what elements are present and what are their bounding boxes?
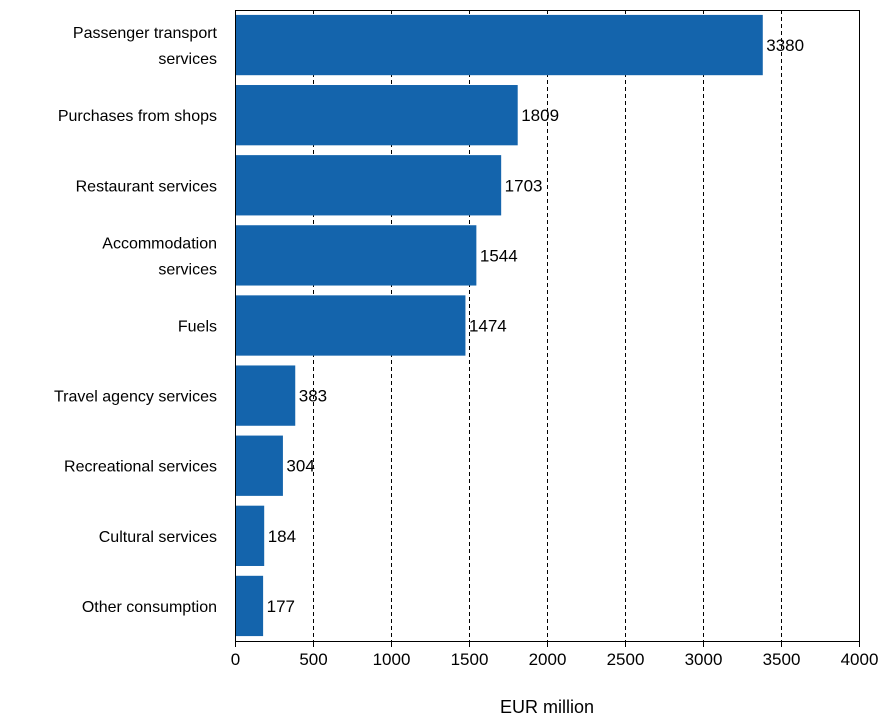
- category-label-line: services: [158, 261, 217, 278]
- bar: [235, 295, 466, 356]
- x-tick-label: 2000: [529, 650, 567, 669]
- category-label-line: Fuels: [178, 319, 217, 336]
- category-label: Accommodation services: [102, 235, 217, 278]
- category-labels: Passenger transport services Purchases fro…: [54, 25, 218, 616]
- value-labels: 3380 1809 1703 1544 1474 383 304 184 177: [267, 36, 804, 616]
- plot-frame: [235, 10, 860, 642]
- bar: [235, 225, 477, 286]
- value-label: 383: [299, 387, 327, 406]
- x-tick-label: 0: [231, 650, 240, 669]
- x-tick-label: 4000: [841, 650, 879, 669]
- value-label: 1809: [521, 106, 559, 125]
- category-label-line: Travel agency services: [54, 389, 217, 406]
- bar: [235, 435, 283, 496]
- category-label: Other consumption: [82, 599, 217, 616]
- value-label: 184: [268, 527, 296, 546]
- bar: [235, 505, 265, 566]
- x-tick-label: 500: [299, 650, 327, 669]
- category-label-line: Accommodation: [102, 235, 217, 252]
- category-label: Passenger transport services: [73, 25, 218, 68]
- x-axis-title: EUR million: [500, 697, 594, 717]
- value-label: 1474: [469, 317, 507, 336]
- category-label-line: Cultural services: [99, 529, 217, 546]
- bar: [235, 155, 502, 216]
- value-label: 304: [286, 457, 314, 476]
- category-label-line: Recreational services: [64, 459, 217, 476]
- bars: [235, 14, 763, 637]
- category-label-line: services: [158, 51, 217, 68]
- x-tick-label: 3500: [763, 650, 801, 669]
- category-label: Purchases from shops: [58, 108, 217, 125]
- category-label-line: Other consumption: [82, 599, 217, 616]
- category-label-line: Passenger transport: [73, 25, 218, 42]
- category-label-line: Restaurant services: [76, 178, 217, 195]
- value-label: 177: [267, 597, 295, 616]
- bar: [235, 365, 296, 426]
- category-label: Recreational services: [64, 459, 217, 476]
- bar: [235, 14, 763, 76]
- bar: [235, 575, 264, 637]
- value-label: 1703: [505, 176, 543, 195]
- category-label-line: Purchases from shops: [58, 108, 217, 125]
- bar: [235, 85, 518, 146]
- category-label: Restaurant services: [76, 178, 217, 195]
- category-label: Cultural services: [99, 529, 217, 546]
- x-axis-ticks: 0 500 1000 1500 2000 2500 3000 3500 4000: [231, 641, 879, 669]
- x-tick-label: 3000: [685, 650, 723, 669]
- category-label: Travel agency services: [54, 389, 217, 406]
- value-label: 3380: [766, 36, 804, 55]
- x-tick-label: 1000: [373, 650, 411, 669]
- category-label: Fuels: [178, 319, 217, 336]
- value-label: 1544: [480, 246, 518, 265]
- x-tick-label: 1500: [451, 650, 489, 669]
- x-tick-label: 2500: [607, 650, 645, 669]
